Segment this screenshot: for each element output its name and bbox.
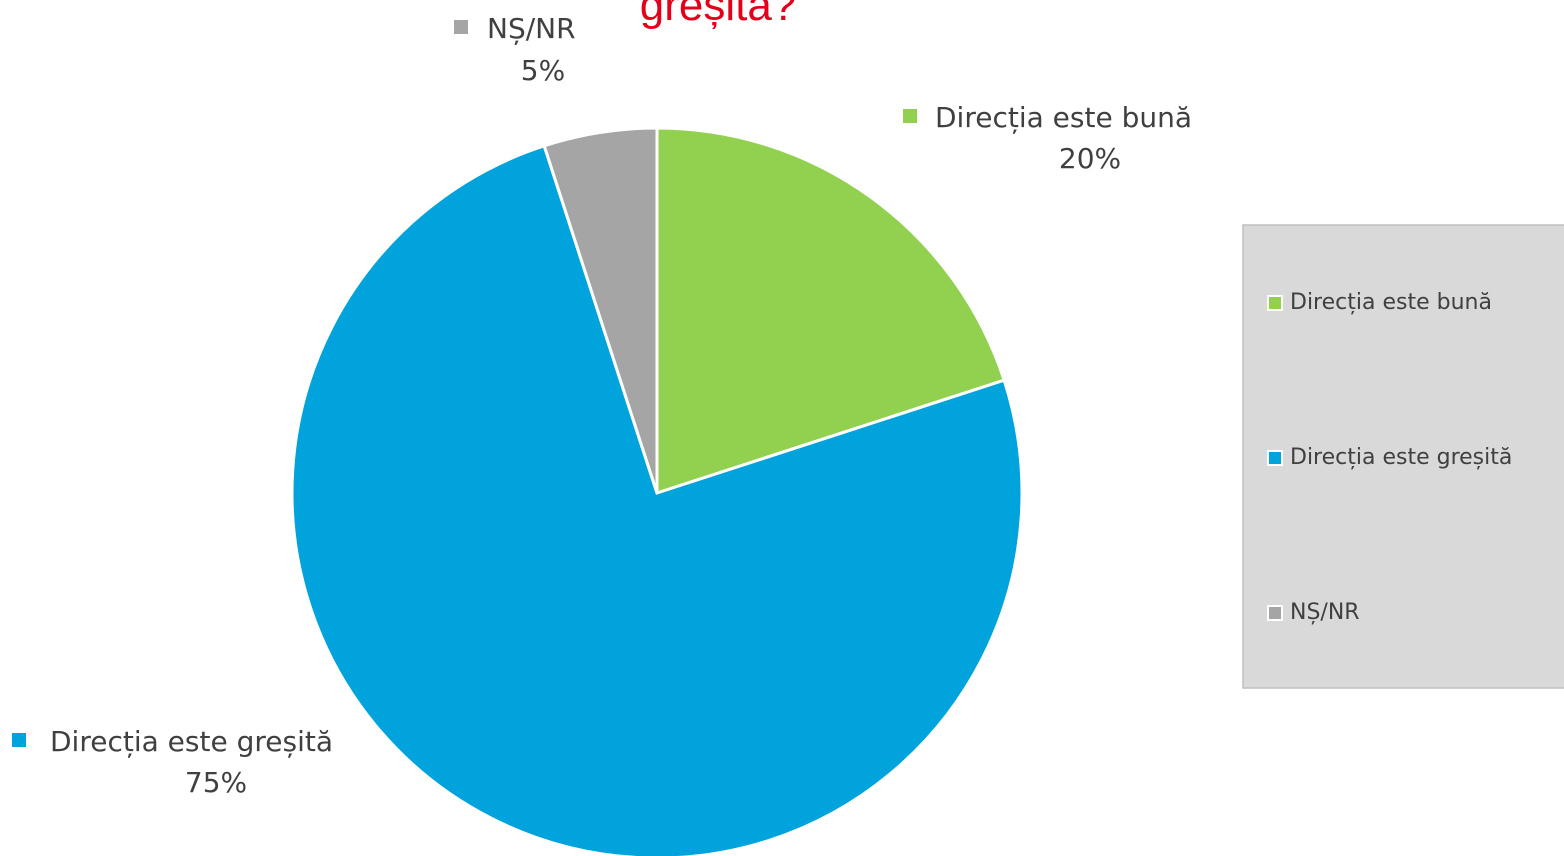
data-label-value: 75% (185, 766, 247, 799)
data-label-marker (903, 109, 917, 123)
legend-marker (1267, 450, 1283, 466)
legend-marker (1267, 295, 1283, 311)
data-label-value: 5% (521, 54, 565, 87)
data-label-name: NȘ/NR (487, 12, 576, 45)
legend-label: Direcția este greșită (1290, 445, 1512, 470)
legend-box (1242, 224, 1564, 689)
data-label-marker (454, 20, 468, 34)
legend-label: NȘ/NR (1290, 600, 1360, 625)
data-label-name: Direcția este greșită (50, 725, 333, 758)
legend-marker (1267, 605, 1283, 621)
pie-slice (542, 126, 659, 494)
pie-slice (655, 126, 1007, 496)
data-label-marker (12, 733, 26, 747)
pie-slice (290, 143, 1024, 856)
chart-title: greșită? (640, 0, 797, 30)
data-label-value: 20% (1059, 142, 1121, 175)
data-label-name: Direcția este bună (935, 101, 1192, 134)
legend-label: Direcția este bună (1290, 290, 1492, 315)
